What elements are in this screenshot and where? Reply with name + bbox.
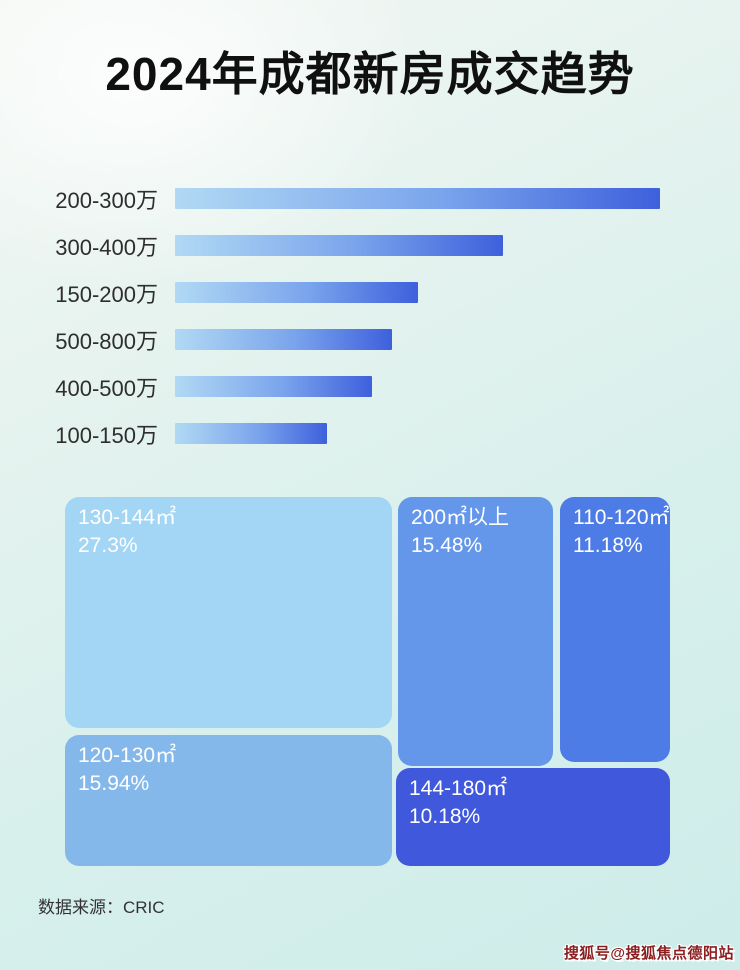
bar-track [175,376,660,397]
bar-track [175,188,660,209]
bar-row: 200-300万 [30,188,680,213]
bar-fill [175,376,372,397]
treemap-box-percentage: 15.94% [78,772,150,796]
bar-category-label: 100-150万 [55,422,158,448]
treemap-box-percentage: 11.18% [573,534,643,558]
data-source-caption: 数据来源：CRIC [38,898,165,917]
bar-category-label: 400-500万 [55,375,158,401]
bar-fill [175,235,503,256]
bar-row: 100-150万 [30,423,680,448]
bar-category-label: 200-300万 [55,187,158,213]
bar-row: 500-800万 [30,329,680,354]
bar-fill [175,329,392,350]
bar-fill [175,282,418,303]
treemap-box: 120-130㎡ 15.94% [65,735,392,866]
price-band-bar-chart: 200-300万 300-400万 150-200万 500-800万 400-500万… [30,188,680,470]
bar-row: 150-200万 [30,282,680,307]
bar-category-label: 300-400万 [55,234,158,260]
bar-fill [175,423,327,444]
area-segment-treemap: 130-144㎡ 27.3% 120-130㎡ 15.94% 200㎡以上 15.48% 1… [65,497,670,866]
treemap-box-label: 120-130㎡ [78,744,177,767]
treemap-box-label: 144-180㎡ [409,777,508,800]
bar-category-label: 150-200万 [55,281,158,307]
treemap-box: 110-120㎡ 11.18% [560,497,670,762]
bar-category-label: 500-800万 [55,328,158,354]
treemap-box: 130-144㎡ 27.3% [65,497,392,728]
treemap-box-label: 130-144㎡ [78,506,177,529]
treemap-box-percentage: 27.3% [78,534,138,558]
bar-row: 300-400万 [30,235,680,260]
treemap-box-percentage: 15.48% [411,534,483,558]
page-title: 2024年成都新房成交趋势 [105,48,635,100]
bar-track [175,282,660,303]
treemap-box-label: 200㎡以上 [411,506,510,529]
bar-track [175,423,660,444]
treemap-box: 200㎡以上 15.48% [398,497,553,766]
treemap-box: 144-180㎡ 10.18% [396,768,670,866]
treemap-box-percentage: 10.18% [409,805,481,829]
bar-fill [175,188,660,209]
watermark: 搜狐号@搜狐焦点德阳站 [563,945,734,962]
bar-track [175,235,660,256]
treemap-box-label: 110-120㎡ [573,506,670,529]
bar-track [175,329,660,350]
bar-row: 400-500万 [30,376,680,401]
